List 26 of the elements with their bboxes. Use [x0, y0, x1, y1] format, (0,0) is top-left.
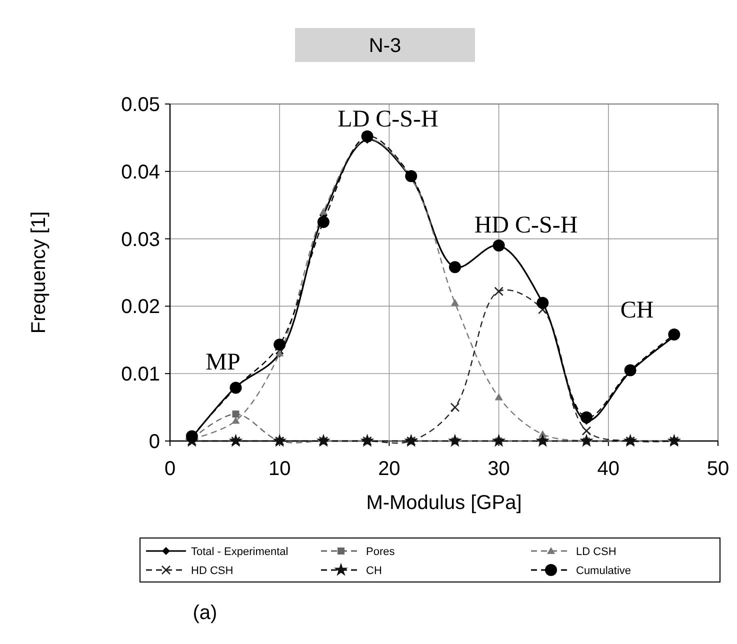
- legend-label: LD CSH: [576, 546, 616, 558]
- y-tick-label: 0.01: [121, 364, 160, 386]
- legend-label: HD CSH: [191, 564, 234, 577]
- legend-label: Cumulative: [576, 564, 632, 577]
- legend-label: Total - Experimental: [191, 546, 288, 558]
- legend-label: CH: [366, 564, 382, 577]
- y-axis-title: Frequency [1]: [28, 211, 50, 334]
- chart-title: N-3: [368, 35, 402, 57]
- x-tick-label: 0: [164, 458, 176, 480]
- y-tick-label: 0: [148, 431, 160, 453]
- y-tick-label: 0.02: [121, 296, 160, 318]
- y-tick-label: 0.05: [121, 94, 160, 116]
- x-tick-label: 10: [268, 458, 291, 480]
- annotation: CH: [620, 297, 654, 324]
- y-tick-label: 0.03: [121, 228, 160, 251]
- x-tick-label: 40: [597, 458, 620, 480]
- annotation: LD C-S-H: [338, 106, 438, 132]
- x-tick-label: 50: [706, 458, 730, 480]
- legend-label: Pores: [366, 546, 396, 558]
- y-tick-label: 0.04: [121, 161, 160, 184]
- x-axis-title: M-Modulus [GPa]: [366, 492, 522, 514]
- annotation: HD C-S-H: [474, 212, 578, 238]
- annotation: MP: [206, 349, 240, 376]
- x-tick-label: 20: [378, 458, 400, 480]
- x-tick-label: 30: [488, 458, 510, 480]
- text: (a): [192, 602, 218, 624]
